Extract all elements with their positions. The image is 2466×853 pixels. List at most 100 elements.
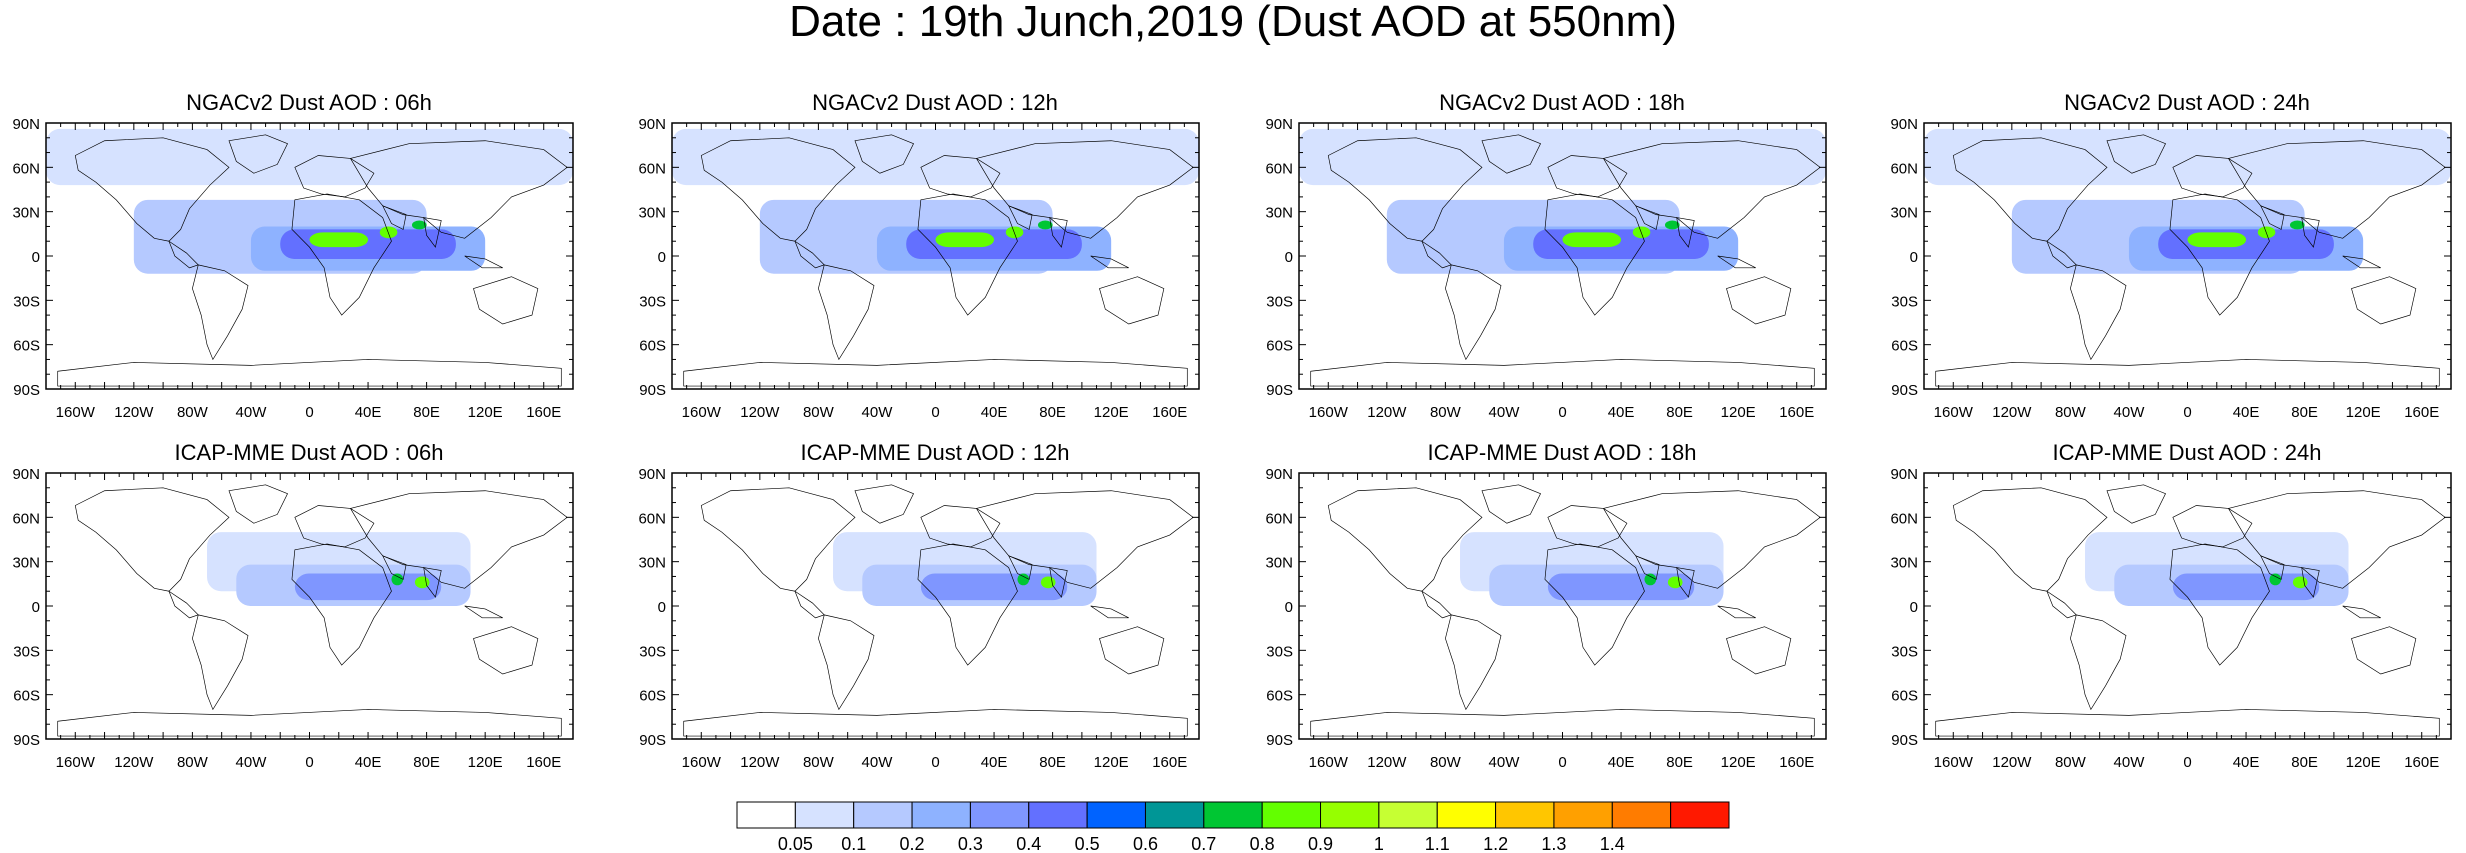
map-panel: 90N 60N 30N 0 30S 60S 90S 160W 120W 80W 40W 0 40E 80E… — [12, 466, 574, 771]
lon-tick-label: 40E — [981, 404, 1008, 421]
lat-tick-label: 90N — [1890, 466, 1918, 483]
lon-tick-label: 40W — [2114, 754, 2146, 771]
colorbar-swatch — [1203, 801, 1263, 829]
lon-tick-label: 80E — [413, 404, 440, 421]
aod-contour — [1005, 226, 1024, 239]
lon-tick-label: 80E — [1666, 404, 1693, 421]
lat-tick-label: 90S — [1266, 732, 1293, 749]
dust-aod-field — [1299, 128, 1826, 274]
lon-tick-label: 160W — [682, 754, 722, 771]
aod-contour — [1664, 220, 1680, 230]
colorbar-label: 0.4 — [1016, 834, 1041, 853]
lat-tick-label: 0 — [1910, 249, 1918, 266]
aod-contour — [1562, 232, 1622, 248]
map-panel: 90N 60N 30N 0 30S 60S 90S 160W 120W 80W 40W 0 40E 80E… — [638, 466, 1200, 771]
colorbar-swatch — [1670, 801, 1730, 829]
lat-tick-label: 30N — [12, 205, 40, 222]
lat-tick-label: 90N — [1890, 116, 1918, 133]
lat-tick-label: 30N — [638, 205, 666, 222]
panel-title: NGACv2 Dust AOD : 06h — [186, 90, 432, 115]
lon-tick-label: 40E — [2233, 754, 2260, 771]
lat-tick-label: 0 — [32, 599, 40, 616]
colorbar-label: 0.6 — [1133, 834, 1158, 853]
lon-tick-label: 40E — [981, 754, 1008, 771]
lon-tick-label: 120W — [1367, 404, 1407, 421]
lat-tick-label: 30S — [1891, 643, 1918, 660]
lon-tick-label: 80W — [803, 754, 835, 771]
colorbar-label: 0.05 — [778, 834, 813, 853]
lon-tick-label: 0 — [931, 754, 939, 771]
colorbar-swatch — [1261, 801, 1322, 829]
aod-contour — [2289, 220, 2305, 230]
colorbar-label: 1 — [1374, 834, 1384, 853]
lat-tick-label: 90N — [638, 116, 666, 133]
ticks — [1923, 472, 2452, 740]
lon-tick-label: 160E — [1152, 754, 1187, 771]
ticks — [671, 472, 1200, 740]
lat-tick-label: 60N — [1890, 510, 1918, 527]
aod-contour — [379, 226, 398, 239]
panel-title: NGACv2 Dust AOD : 24h — [2064, 90, 2310, 115]
lat-tick-label: 60N — [638, 510, 666, 527]
colorbar-swatch — [969, 801, 1030, 829]
lat-tick-label: 90N — [1265, 116, 1293, 133]
aod-contour — [1644, 573, 1657, 586]
lon-tick-label: 120E — [1721, 404, 1756, 421]
lon-tick-label: 120E — [2346, 754, 2381, 771]
panel-title: ICAP-MME Dust AOD : 06h — [174, 440, 444, 465]
panel-title: ICAP-MME Dust AOD : 12h — [800, 440, 1070, 465]
coastlines — [56, 484, 568, 737]
colorbar-swatch — [1144, 801, 1205, 829]
dust-aod-field — [2085, 532, 2349, 606]
lat-tick-label: 90N — [12, 116, 40, 133]
colorbar-swatch — [911, 801, 971, 829]
aod-contour — [294, 573, 442, 601]
aod-contour — [46, 128, 573, 186]
lon-tick-label: 80W — [177, 754, 209, 771]
aod-contour — [1037, 220, 1053, 230]
lon-tick-label: 120W — [740, 404, 780, 421]
lon-tick-label: 0 — [1558, 404, 1566, 421]
lon-tick-label: 160E — [1779, 404, 1814, 421]
aod-contour — [309, 232, 369, 248]
lon-tick-label: 80W — [1430, 404, 1462, 421]
lon-tick-label: 160E — [2404, 754, 2439, 771]
colorbar-label: 0.1 — [841, 834, 866, 853]
aod-contour — [2269, 573, 2282, 586]
map-panel: 90N 60N 30N 0 30S 60S 90S 160W 120W 80W 40W 0 40E 80E… — [1265, 466, 1827, 771]
aod-contour — [391, 573, 404, 586]
lat-tick-label: 60N — [1265, 160, 1293, 177]
map-panel: 90N 60N 30N 0 30S 60S 90S 160W 120W 80W 40W 0 40E 80E… — [12, 116, 574, 421]
colorbar-swatch — [736, 801, 796, 829]
lon-tick-label: 160W — [56, 754, 96, 771]
aod-contour — [935, 232, 995, 248]
colorbar-swatch — [1086, 801, 1146, 829]
lon-tick-label: 80E — [1666, 754, 1693, 771]
lat-tick-label: 60N — [1265, 510, 1293, 527]
lat-tick-label: 30N — [12, 555, 40, 572]
map-panel: 90N 60N 30N 0 30S 60S 90S 160W 120W 80W 40W 0 40E 80E… — [1265, 116, 1827, 421]
colorbar-swatch — [1611, 801, 1672, 829]
colorbar-label: 0.2 — [900, 834, 925, 853]
lat-tick-label: 60N — [12, 510, 40, 527]
aod-contour — [2257, 226, 2276, 239]
aod-contour — [2187, 232, 2247, 248]
lat-tick-label: 30S — [639, 293, 666, 310]
aod-contour — [2172, 573, 2320, 601]
lon-tick-label: 120W — [740, 754, 780, 771]
lon-tick-label: 40W — [236, 754, 268, 771]
lon-tick-label: 40E — [355, 754, 382, 771]
lon-tick-label: 0 — [2183, 404, 2191, 421]
lat-tick-label: 60S — [1266, 688, 1293, 705]
colorbar-label: 0.8 — [1250, 834, 1275, 853]
lon-tick-label: 80W — [2055, 754, 2087, 771]
lon-tick-label: 120W — [1992, 404, 2032, 421]
colorbar-swatch — [1436, 801, 1497, 829]
lon-tick-label: 120E — [1094, 754, 1129, 771]
lon-tick-label: 0 — [2183, 754, 2191, 771]
dust-aod-field — [833, 532, 1097, 606]
colorbar-label: 1.2 — [1483, 834, 1508, 853]
lon-tick-label: 120E — [1094, 404, 1129, 421]
lat-tick-label: 0 — [1285, 249, 1293, 266]
lon-tick-label: 40W — [2114, 404, 2146, 421]
